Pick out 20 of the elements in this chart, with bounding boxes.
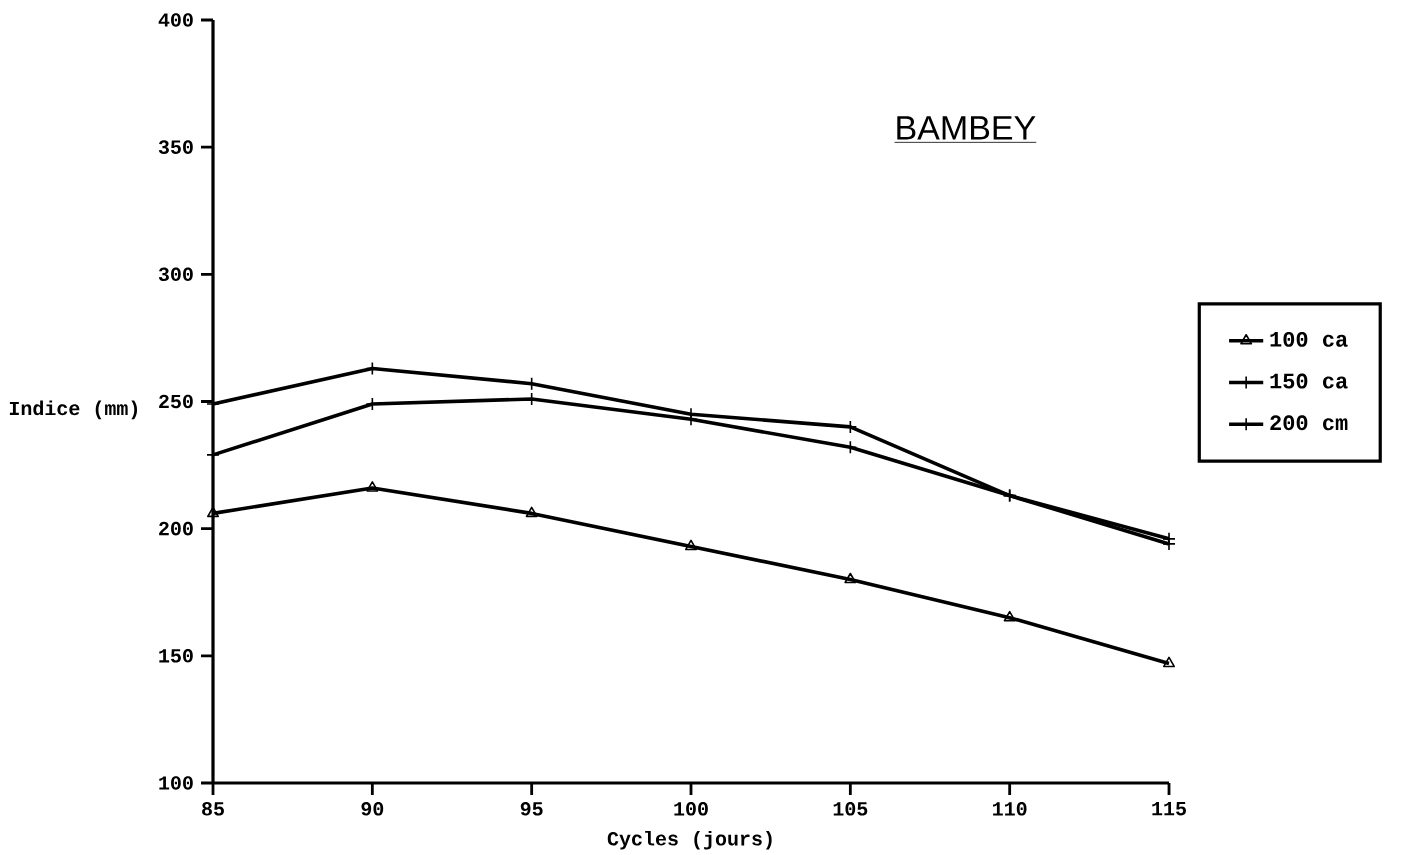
- x-axis-title: Cycles (jours): [607, 830, 772, 850]
- y-tick-label: 150: [159, 649, 193, 663]
- legend-label: 100 ca: [1270, 331, 1348, 347]
- y-tick-label: 300: [158, 267, 193, 282]
- y-axis-title: Indice (mm): [9, 400, 138, 420]
- x-tick-label: 95: [520, 802, 543, 816]
- y-tick-label: 350: [158, 140, 193, 154]
- legend-label: 200 cm: [1270, 415, 1348, 431]
- x-tick-label: 110: [993, 802, 1027, 816]
- x-tick-label: 100: [674, 802, 708, 816]
- x-tick-label: 85: [202, 802, 224, 816]
- x-tick-label: 105: [833, 802, 868, 816]
- legend-label: 150 ca: [1270, 373, 1348, 389]
- y-tick-label: 200: [159, 521, 193, 536]
- y-tick-label: 250: [159, 394, 193, 409]
- x-tick-label: 115: [1152, 802, 1186, 816]
- y-tick-label: 100: [159, 776, 193, 790]
- x-tick-label: 90: [361, 802, 384, 816]
- text: BAMBEY: [897, 116, 1036, 140]
- y-tick-label: 400: [158, 13, 193, 27]
